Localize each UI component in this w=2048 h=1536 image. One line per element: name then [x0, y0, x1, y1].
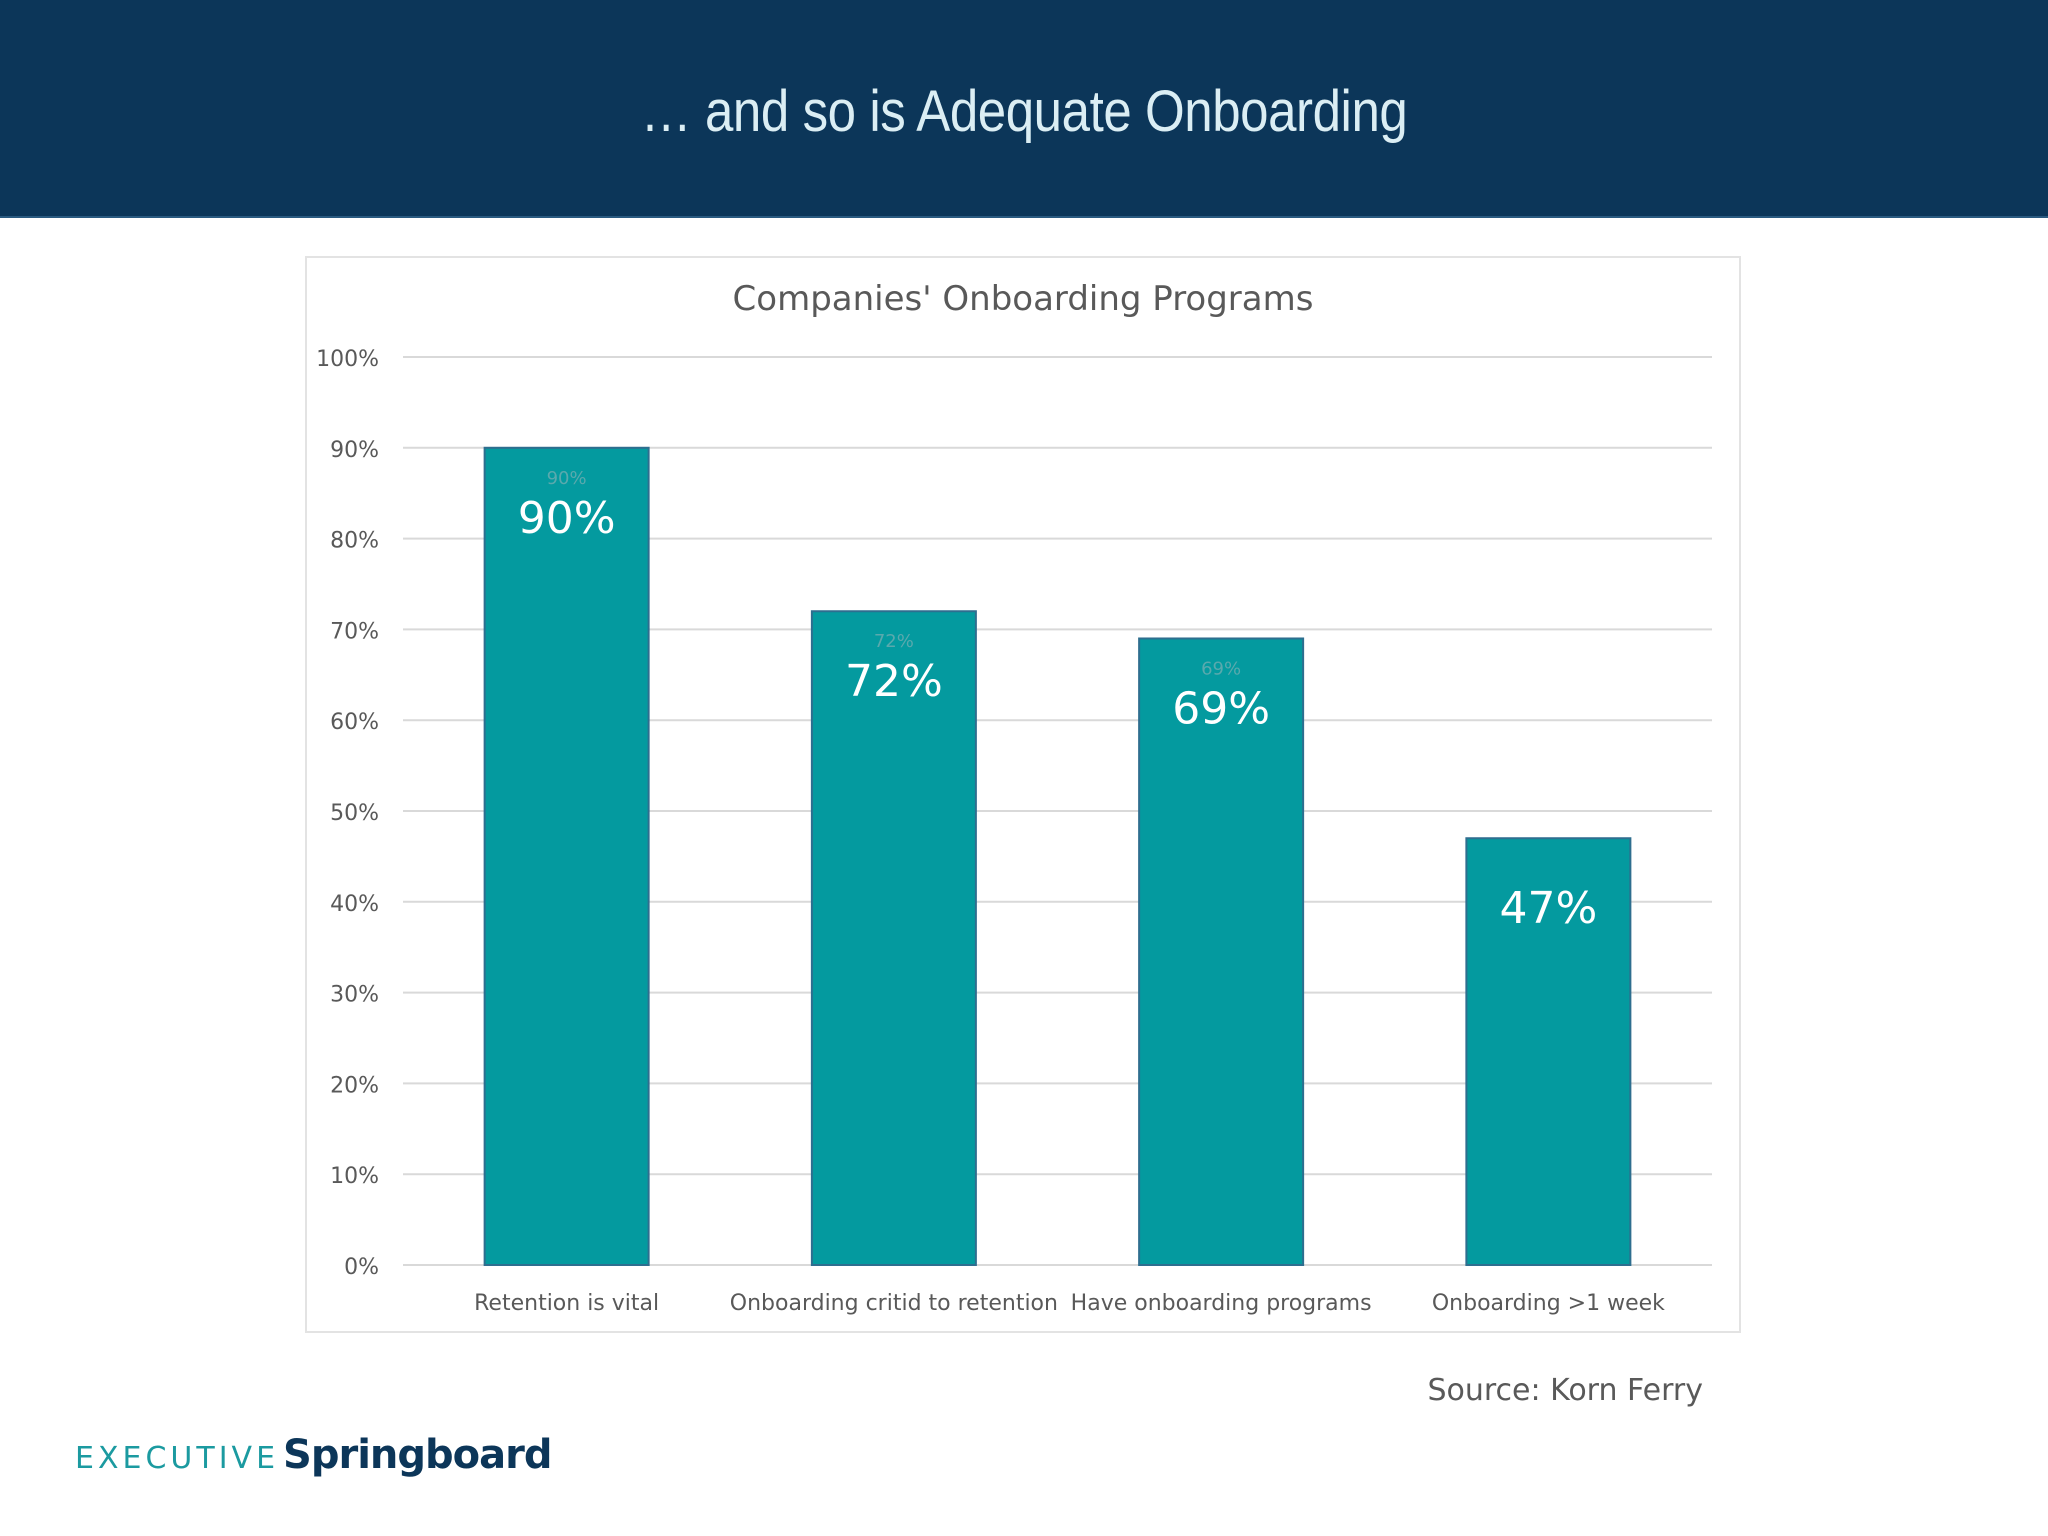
x-category-label: Onboarding critid to retention — [730, 1291, 1058, 1316]
slide-title: … and so is Adequate Onboarding — [640, 79, 1408, 144]
bar-3 — [1138, 637, 1305, 1266]
bar-1 — [483, 446, 650, 1266]
x-category-label: Have onboarding programs — [1071, 1291, 1372, 1316]
data-label: 90% — [518, 493, 616, 544]
data-label: 72% — [845, 656, 943, 707]
faint-data-label: 69% — [1201, 658, 1241, 679]
faint-data-label: 72% — [874, 631, 914, 652]
logo-word-executive: EXECUTIVE — [75, 1441, 280, 1476]
x-category-label: Retention is vital — [474, 1291, 659, 1316]
faint-data-label: 90% — [547, 468, 587, 489]
y-tick-label: 90% — [330, 438, 379, 463]
y-tick-label: 0% — [344, 1255, 379, 1280]
bars — [483, 446, 1632, 1266]
y-tick-label: 10% — [330, 1164, 379, 1189]
data-labels: 90% 90% 72% 72% 69% 69% 47% — [518, 468, 1598, 934]
data-label: 47% — [1499, 883, 1597, 934]
y-tick-label: 50% — [330, 801, 379, 826]
source-note: Source: Korn Ferry — [1427, 1373, 1703, 1408]
data-label: 69% — [1172, 683, 1270, 734]
y-tick-label: 20% — [330, 1073, 379, 1098]
x-axis-categories: Retention is vital Onboarding critid to r… — [474, 1291, 1665, 1316]
logo-word-springboard: Springboard — [283, 1432, 552, 1478]
y-tick-label: 30% — [330, 983, 379, 1008]
y-tick-label: 70% — [330, 619, 379, 644]
brand-logo: EXECUTIVE Springboard — [75, 1432, 552, 1482]
y-tick-label: 100% — [316, 347, 379, 372]
x-category-label: Onboarding >1 week — [1432, 1291, 1665, 1316]
y-tick-label: 80% — [330, 529, 379, 554]
y-tick-label: 60% — [330, 710, 379, 735]
bar-2 — [810, 610, 977, 1266]
bar-4 — [1465, 837, 1632, 1266]
title-banner: … and so is Adequate Onboarding — [0, 0, 2048, 218]
y-tick-label: 40% — [330, 892, 379, 917]
chart-title: Companies' Onboarding Programs — [733, 279, 1314, 319]
y-axis-ticks: 0% 10% 20% 30% 40% 50% 60% 70% 80% 90% 100% — [316, 347, 379, 1280]
